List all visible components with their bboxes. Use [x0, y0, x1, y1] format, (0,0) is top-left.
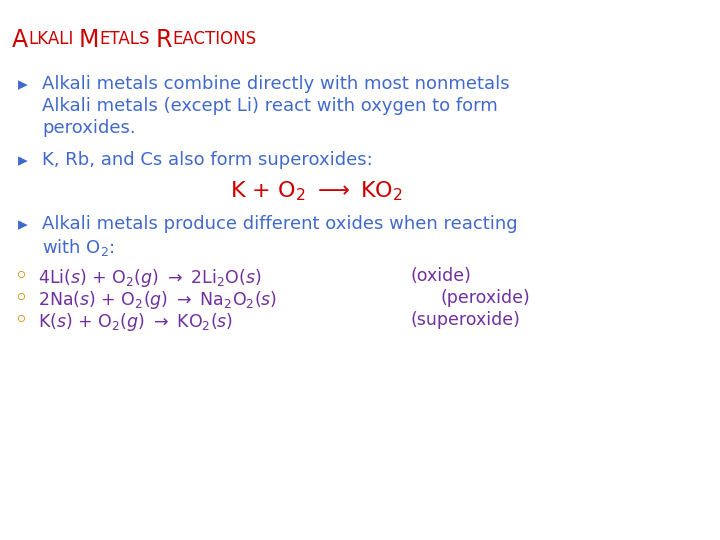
- Text: R: R: [156, 28, 172, 52]
- Text: A: A: [12, 28, 28, 52]
- Text: ▸: ▸: [18, 151, 28, 170]
- Text: K($s$) + O$_2$($g$) $\rightarrow$ KO$_2$($s$): K($s$) + O$_2$($g$) $\rightarrow$ KO$_2$…: [38, 311, 233, 333]
- Text: LKALI: LKALI: [29, 30, 74, 48]
- Text: EACTIONS: EACTIONS: [172, 30, 256, 48]
- Text: ◦: ◦: [14, 311, 27, 330]
- Text: Alkali metals produce different oxides when reacting: Alkali metals produce different oxides w…: [42, 215, 518, 233]
- Text: ◦: ◦: [14, 289, 27, 308]
- Text: Alkali metals (except Li) react with oxygen to form: Alkali metals (except Li) react with oxy…: [42, 97, 498, 115]
- Text: M: M: [79, 28, 99, 52]
- Text: 4Li($s$) + O$_2$($g$) $\rightarrow$ 2Li$_2$O($s$): 4Li($s$) + O$_2$($g$) $\rightarrow$ 2Li$…: [38, 267, 261, 289]
- Text: 2Na($s$) + O$_2$($g$) $\rightarrow$ Na$_2$O$_2$($s$): 2Na($s$) + O$_2$($g$) $\rightarrow$ Na$_…: [38, 289, 277, 311]
- Text: ▸: ▸: [18, 75, 28, 94]
- Text: Alkali metals combine directly with most nonmetals: Alkali metals combine directly with most…: [42, 75, 510, 93]
- Text: ▸: ▸: [18, 215, 28, 234]
- Text: (oxide): (oxide): [410, 267, 471, 285]
- Text: (superoxide): (superoxide): [410, 311, 520, 329]
- Text: with O$_2$:: with O$_2$:: [42, 237, 114, 258]
- Text: ETALS: ETALS: [100, 30, 150, 48]
- Text: peroxides.: peroxides.: [42, 119, 135, 137]
- Text: (peroxide): (peroxide): [440, 289, 530, 307]
- Text: ◦: ◦: [14, 267, 27, 286]
- Text: K, Rb, and Cs also form superoxides:: K, Rb, and Cs also form superoxides:: [42, 151, 373, 169]
- Text: K + O$_2$ $\longrightarrow$ KO$_2$: K + O$_2$ $\longrightarrow$ KO$_2$: [230, 179, 403, 202]
